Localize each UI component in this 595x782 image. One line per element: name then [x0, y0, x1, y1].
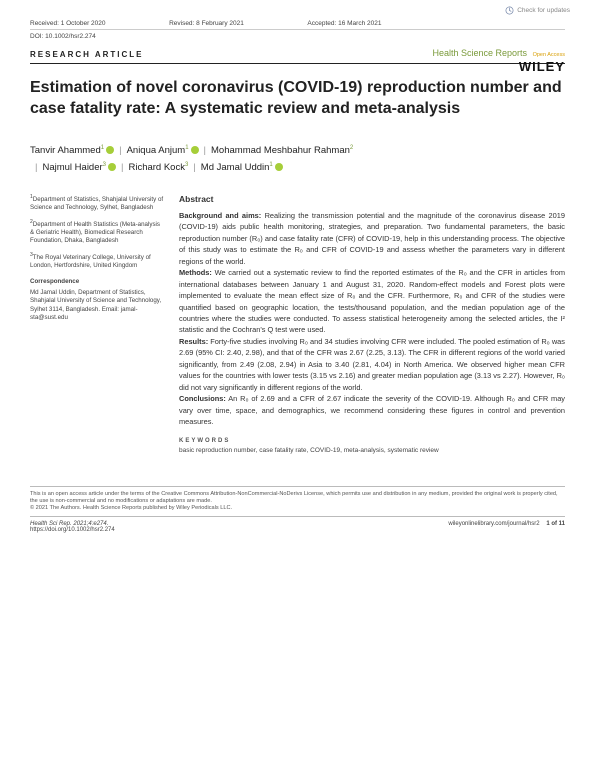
- affiliation: 1Department of Statistics, Shahjalal Uni…: [30, 194, 165, 213]
- author-separator: |: [119, 145, 121, 156]
- affiliation-text: Department of Health Statistics (Meta-an…: [30, 221, 160, 245]
- author-separator: |: [35, 162, 37, 173]
- author-aff-sup: 3: [103, 162, 106, 168]
- open-access-badge: Open Access: [533, 52, 565, 58]
- license-block: This is an open access article under the…: [30, 486, 565, 513]
- footer-doi-url[interactable]: https://doi.org/10.1002/hsr2.274: [30, 527, 115, 533]
- article-title: Estimation of novel coronavirus (COVID-1…: [30, 78, 565, 120]
- affiliation: 2Department of Health Statistics (Meta-a…: [30, 219, 165, 246]
- orcid-icon[interactable]: [108, 163, 116, 171]
- methods-label: Methods:: [179, 268, 212, 277]
- author-aff-sup: 1: [269, 162, 272, 168]
- keywords-text: basic reproduction number, case fatality…: [179, 447, 565, 454]
- author: Tanvir Ahammed: [30, 145, 101, 156]
- correspondence-heading: Correspondence: [30, 278, 165, 286]
- conclusions-label: Conclusions:: [179, 394, 226, 403]
- author-aff-sup: 1: [185, 144, 188, 150]
- received-date: Received: 1 October 2020: [30, 20, 106, 27]
- check-updates-label: Check for updates: [517, 7, 570, 14]
- doi-text: DOI: 10.1002/hsr2.274: [30, 33, 565, 40]
- footer-page: 1 of 11: [546, 521, 565, 527]
- publisher-logo: WILEY: [433, 59, 566, 74]
- revised-date: Revised: 8 February 2021: [169, 20, 244, 27]
- methods-text: We carried out a systematic review to fi…: [179, 268, 565, 334]
- license-line1: This is an open access article under the…: [30, 491, 565, 506]
- author-aff-sup: 1: [101, 144, 104, 150]
- check-updates-badge[interactable]: Check for updates: [505, 6, 570, 15]
- license-line2: © 2021 The Authors. Health Science Repor…: [30, 505, 565, 512]
- author-separator: |: [193, 162, 195, 173]
- abstract-heading: Abstract: [179, 194, 565, 204]
- results-text: Forty-five studies involving R₀ and 34 s…: [179, 337, 565, 392]
- author-list: Tanvir Ahammed1|Aniqua Anjum1|Mohammad M…: [30, 142, 565, 176]
- affiliations-column: 1Department of Statistics, Shahjalal Uni…: [30, 194, 165, 454]
- author-separator: |: [121, 162, 123, 173]
- page-footer: Health Sci Rep. 2021;4:e274. https://doi…: [30, 516, 565, 533]
- author-aff-sup: 2: [350, 144, 353, 150]
- keywords-heading: KEYWORDS: [179, 438, 565, 444]
- affiliation-text: The Royal Veterinary College, University…: [30, 254, 151, 269]
- correspondence-text: Md Jamal Uddin, Department of Statistics…: [30, 289, 165, 322]
- author: Najmul Haider: [42, 162, 102, 173]
- results-label: Results:: [179, 337, 208, 346]
- orcid-icon[interactable]: [106, 146, 114, 154]
- author: Aniqua Anjum: [127, 145, 186, 156]
- affiliation-text: Department of Statistics, Shahjalal Univ…: [30, 196, 163, 211]
- background-label: Background and aims:: [179, 211, 261, 220]
- footer-journal-url[interactable]: wileyonlinelibrary.com/journal/hsr2: [448, 521, 539, 527]
- author: Richard Kock: [128, 162, 185, 173]
- accepted-date: Accepted: 16 March 2021: [307, 20, 381, 27]
- abstract-column: Abstract Background and aims: Realizing …: [179, 194, 565, 454]
- author: Mohammad Meshbahur Rahman: [211, 145, 350, 156]
- article-dates-row: Received: 1 October 2020 Revised: 8 Febr…: [30, 20, 565, 30]
- author-separator: |: [204, 145, 206, 156]
- author-aff-sup: 3: [185, 162, 188, 168]
- author: Md Jamal Uddin: [201, 162, 270, 173]
- orcid-icon[interactable]: [191, 146, 199, 154]
- orcid-icon[interactable]: [275, 163, 283, 171]
- journal-name: Health Science Reports: [433, 48, 528, 58]
- affiliation: 3The Royal Veterinary College, Universit…: [30, 252, 165, 271]
- conclusions-text: An R₀ of 2.69 and a CFR of 2.67 indicate…: [179, 394, 565, 426]
- journal-brand: Health Science Reports Open Access WILEY: [433, 48, 566, 74]
- abstract-body: Background and aims: Realizing the trans…: [179, 210, 565, 428]
